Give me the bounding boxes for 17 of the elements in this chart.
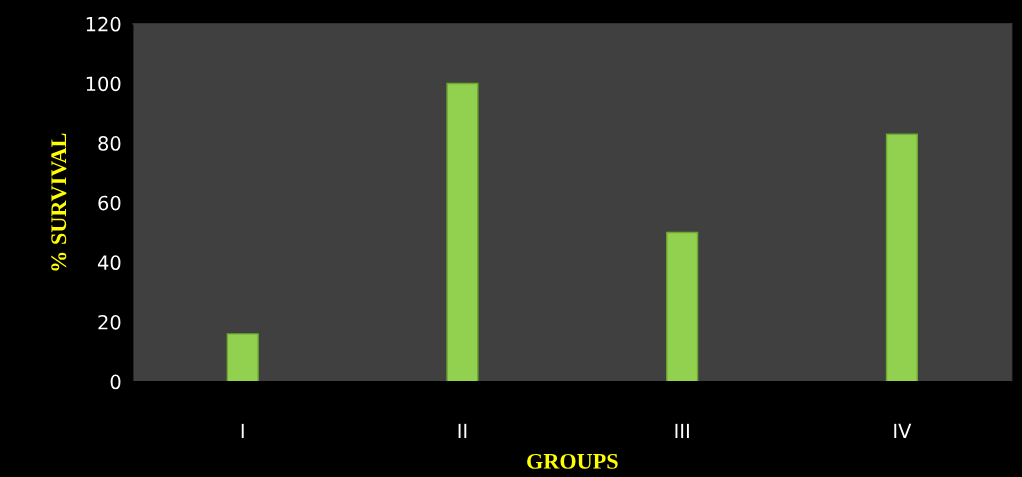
y-tick-label: 80 [98, 136, 121, 151]
x-tick-label: II [458, 423, 467, 439]
x-tick-label: IV [894, 423, 912, 439]
y-tick-label: 100 [86, 76, 121, 92]
y-axis-title: % SURVIVAL [51, 133, 67, 271]
bar [885, 133, 918, 382]
y-tick-label: 20 [98, 314, 121, 330]
bar [666, 231, 699, 382]
y-tick-label: 0 [110, 374, 121, 390]
x-tick-label: III [675, 423, 689, 439]
x-axis-title: GROUPS [527, 453, 618, 469]
y-tick-label: 60 [98, 195, 121, 211]
x-tick-label: I [241, 423, 244, 439]
y-tick-label: 40 [97, 255, 121, 271]
y-tick-label: 120 [86, 16, 121, 32]
bar [226, 333, 259, 382]
bar [446, 82, 479, 382]
